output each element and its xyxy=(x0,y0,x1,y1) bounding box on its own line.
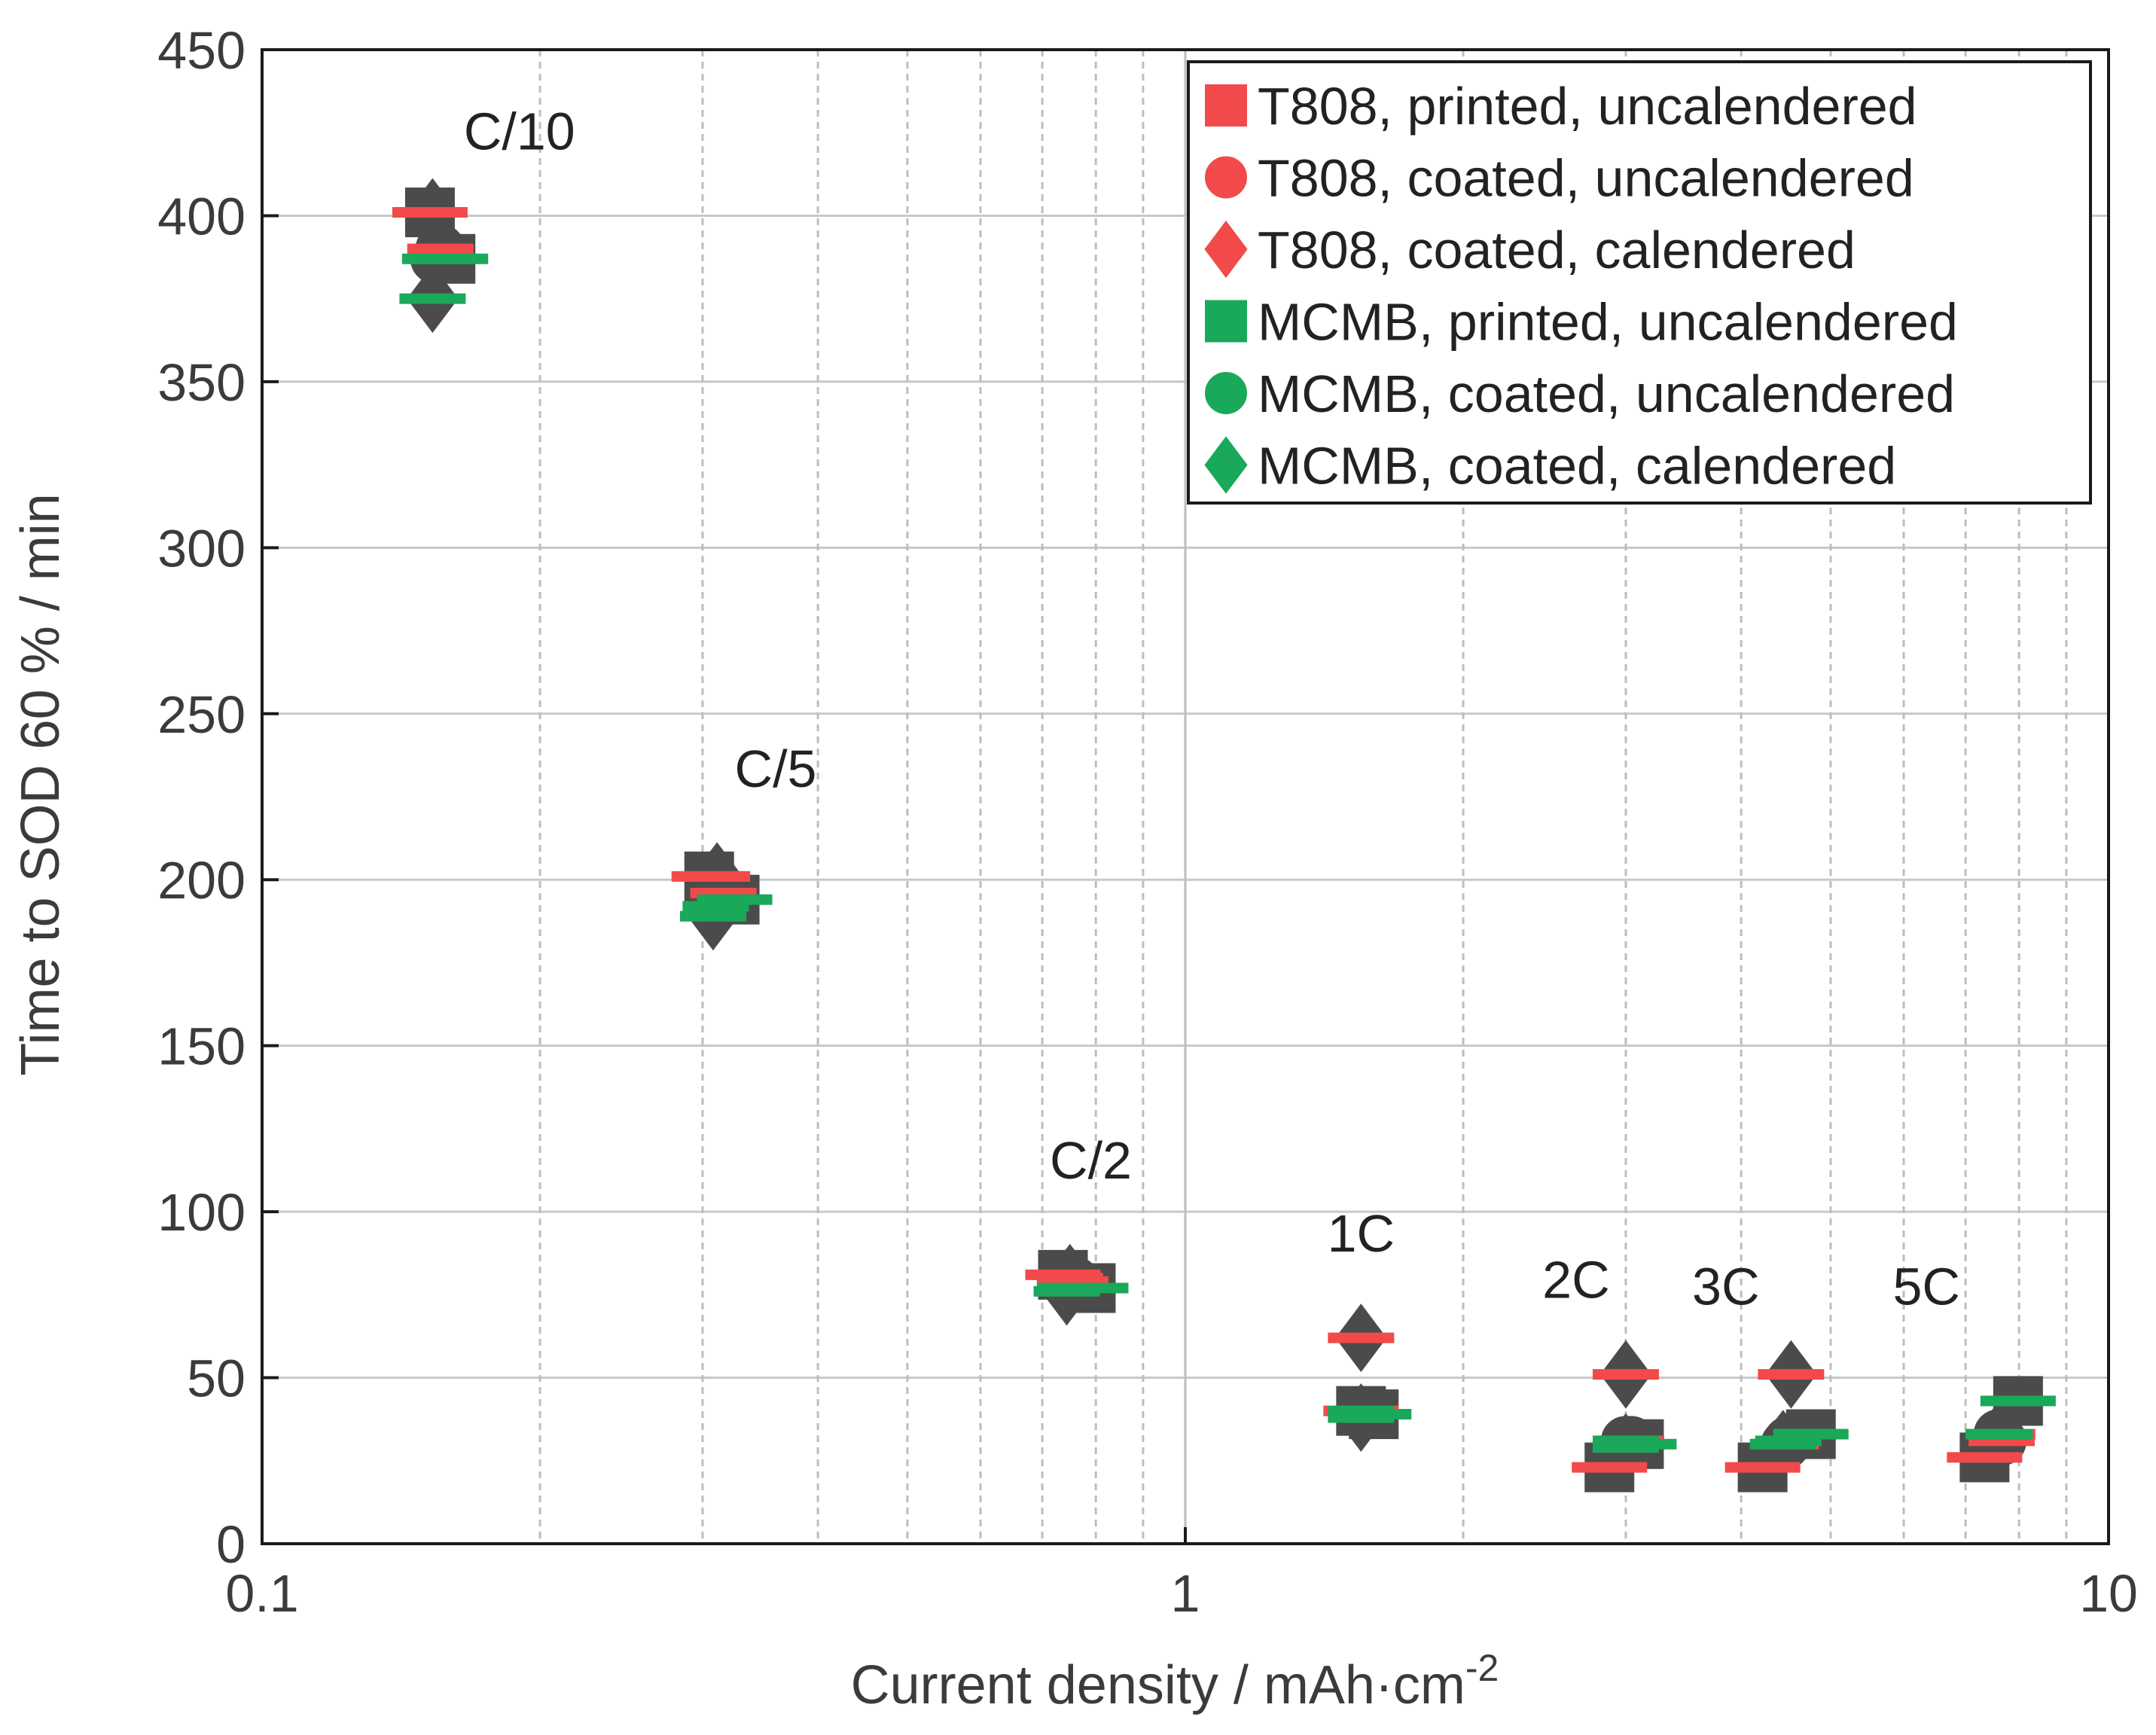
rate-annotation: 1C xyxy=(1328,1204,1395,1263)
x-tick-label: 1 xyxy=(1171,1564,1200,1623)
x-axis-title-main: Current density / mAh·cm xyxy=(851,1655,1465,1715)
legend-label: T808, printed, uncalendered xyxy=(1258,77,1917,136)
legend-label: T808, coated, calendered xyxy=(1258,221,1856,279)
rate-annotation: C/5 xyxy=(735,739,817,798)
legend-marker xyxy=(1205,372,1247,414)
y-tick-label: 250 xyxy=(157,685,245,744)
legend-marker xyxy=(1205,156,1247,199)
y-tick-label: 450 xyxy=(157,21,245,80)
legend-marker xyxy=(1205,84,1247,127)
legend-box xyxy=(1187,60,2092,505)
legend: T808, printed, uncalendered T808, coated,… xyxy=(1187,60,2092,505)
legend-label: MCMB, coated, calendered xyxy=(1258,437,1896,495)
legend-label: MCMB, printed, uncalendered xyxy=(1258,293,1958,352)
x-tick-label: 10 xyxy=(2079,1564,2138,1623)
x-tick-label: 0.1 xyxy=(225,1564,298,1623)
tick-labels-layer: 0 50 100 150 200 250 300 350 400 450 0.1 1 10 xyxy=(157,21,2138,1623)
y-tick-label: 150 xyxy=(157,1017,245,1076)
y-tick-label: 350 xyxy=(157,353,245,412)
rate-annotation: C/2 xyxy=(1050,1131,1132,1190)
legend-label: MCMB, coated, uncalendered xyxy=(1258,364,1955,423)
y-tick-label: 50 xyxy=(187,1349,245,1408)
legend-label: T808, coated, uncalendered xyxy=(1258,149,1914,208)
rate-annotation: 3C xyxy=(1692,1258,1759,1316)
annotations-layer: C/10 C/5 C/2 1C 2C 3C 5C xyxy=(464,102,1960,1316)
data-points-layer xyxy=(392,178,2056,1493)
error-bar-group xyxy=(392,207,2056,1473)
legend-marker xyxy=(1205,300,1247,343)
rate-annotation: 2C xyxy=(1542,1251,1609,1310)
legend-marker xyxy=(1204,220,1248,279)
x-axis-title: Current density / mAh·cm-2 xyxy=(851,1647,1499,1715)
legend-marker xyxy=(1204,436,1248,494)
y-axis-title: Time to SOD 60 % / min xyxy=(11,493,71,1076)
x-axis-title-superscript: -2 xyxy=(1465,1647,1499,1689)
y-tick-label: 300 xyxy=(157,519,245,578)
rate-annotation: C/10 xyxy=(464,102,575,160)
rate-annotation: 5C xyxy=(1892,1258,1959,1316)
y-tick-label: 400 xyxy=(157,187,245,245)
y-tick-label: 0 xyxy=(216,1515,245,1574)
y-tick-label: 200 xyxy=(157,851,245,910)
y-tick-label: 100 xyxy=(157,1183,245,1242)
